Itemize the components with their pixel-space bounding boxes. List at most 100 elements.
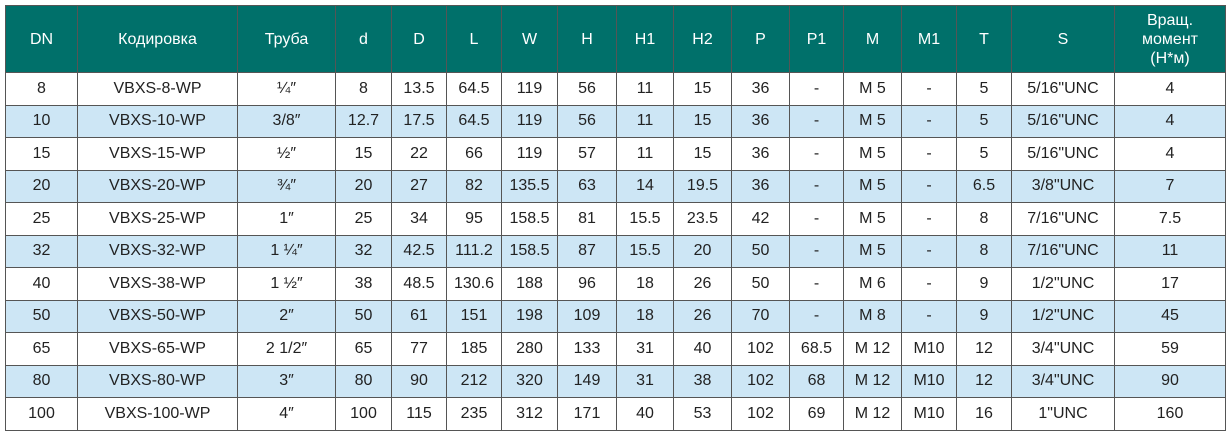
table-cell: 36: [731, 72, 790, 106]
table-cell: 40: [673, 332, 732, 366]
table-cell: 1 ¼″: [237, 234, 336, 268]
table-cell: 17: [1114, 267, 1226, 301]
table-cell: VBXS-25-WP: [77, 202, 238, 236]
table-cell: 26: [673, 267, 732, 301]
column-header: Кодировка: [77, 5, 238, 73]
table-cell: VBXS-10-WP: [77, 104, 238, 138]
table-cell: 40: [5, 267, 78, 301]
table-cell: M 5: [843, 137, 902, 171]
table-cell: VBXS-38-WP: [77, 267, 238, 301]
table-cell: 12: [956, 364, 1012, 398]
table-cell: 1/2"UNC: [1011, 299, 1115, 333]
table-cell: 119: [501, 72, 558, 106]
table-cell: M 5: [843, 104, 902, 138]
table-cell: 50: [5, 299, 78, 333]
column-header: M1: [901, 5, 957, 73]
spec-table: DN Кодировка Труба d D L W H H1 H2 P P1 M M1 T S Вращ. м…: [5, 5, 1226, 431]
table-cell: 188: [501, 267, 558, 301]
table-cell: 95: [446, 202, 502, 236]
table-cell: 11: [616, 104, 674, 138]
table-cell: 61: [391, 299, 447, 333]
column-header: L: [446, 5, 502, 73]
table-cell: 42.5: [391, 234, 447, 268]
table-cell: 15: [5, 137, 78, 171]
table-cell: 27: [391, 169, 447, 203]
header-row: DN Кодировка Труба d D L W H H1 H2 P P1 M M1 T S Вращ. м…: [5, 5, 1226, 73]
table-cell: 77: [391, 332, 447, 366]
table-cell: 4″: [237, 397, 336, 431]
table-row: 65 VBXS-65-WP 2 1/2″ 65 77 185 280 133 31 40 102 68…: [5, 332, 1226, 366]
table-row: 100 VBXS-100-WP 4″ 100 115 235 312 171 40 53 102 69…: [5, 397, 1226, 431]
table-cell: 7/16"UNC: [1011, 202, 1115, 236]
table-cell: 5: [956, 137, 1012, 171]
table-cell: -: [789, 104, 844, 138]
table-cell: 56: [557, 104, 617, 138]
table-cell: 34: [391, 202, 447, 236]
table-cell: 7.5: [1114, 202, 1226, 236]
table-cell: 158.5: [501, 202, 558, 236]
table-cell: M 12: [843, 397, 902, 431]
table-cell: 38: [335, 267, 392, 301]
table-cell: M 5: [843, 72, 902, 106]
table-cell: 12: [956, 332, 1012, 366]
table-cell: -: [901, 72, 957, 106]
column-header: S: [1011, 5, 1115, 73]
table-cell: VBXS-8-WP: [77, 72, 238, 106]
table-cell: 15: [673, 104, 732, 138]
table-cell: M10: [901, 397, 957, 431]
table-cell: 11: [616, 72, 674, 106]
column-header: P1: [789, 5, 844, 73]
table-cell: 25: [335, 202, 392, 236]
table-cell: 4: [1114, 72, 1226, 106]
table-cell: 102: [731, 364, 790, 398]
table-cell: 69: [789, 397, 844, 431]
table-cell: 11: [616, 137, 674, 171]
table-cell: -: [901, 137, 957, 171]
table-row: 10 VBXS-10-WP 3/8″ 12.7 17.5 64.5 119 56 11 15 36-…: [5, 104, 1226, 138]
table-cell: -: [901, 267, 957, 301]
table-cell: M 6: [843, 267, 902, 301]
table-cell: 64.5: [446, 104, 502, 138]
table-cell: -: [901, 234, 957, 268]
table-cell: 130.6: [446, 267, 502, 301]
table-cell: M 5: [843, 202, 902, 236]
table-cell: 15: [673, 137, 732, 171]
table-cell: -: [789, 234, 844, 268]
table-cell: 9: [956, 267, 1012, 301]
table-cell: M 12: [843, 332, 902, 366]
table-row: 32 VBXS-32-WP 1 ¼″ 32 42.5 111.2 158.5 87 15.5 20…: [5, 234, 1226, 268]
table-cell: 198: [501, 299, 558, 333]
table-cell: 48.5: [391, 267, 447, 301]
table-cell: 15.5: [616, 234, 674, 268]
table-cell: 102: [731, 332, 790, 366]
table-cell: 5/16"UNC: [1011, 72, 1115, 106]
column-header: H1: [616, 5, 674, 73]
column-header: W: [501, 5, 558, 73]
table-cell: 235: [446, 397, 502, 431]
table-cell: 16: [956, 397, 1012, 431]
table-cell: 40: [616, 397, 674, 431]
table-cell: 64.5: [446, 72, 502, 106]
table-cell: 96: [557, 267, 617, 301]
table-cell: 149: [557, 364, 617, 398]
table-cell: 31: [616, 332, 674, 366]
table-cell: 32: [5, 234, 78, 268]
table-cell: 90: [1114, 364, 1226, 398]
column-header: Вращ. момент (Н*м): [1114, 5, 1226, 73]
table-cell: 20: [5, 169, 78, 203]
table-cell: VBXS-65-WP: [77, 332, 238, 366]
table-cell: ¾″: [237, 169, 336, 203]
table-cell: 3/8"UNC: [1011, 169, 1115, 203]
table-cell: 11: [1114, 234, 1226, 268]
table-cell: VBXS-80-WP: [77, 364, 238, 398]
table-cell: 20: [673, 234, 732, 268]
table-cell: 82: [446, 169, 502, 203]
table-cell: 19.5: [673, 169, 732, 203]
table-cell: 80: [5, 364, 78, 398]
column-header: T: [956, 5, 1012, 73]
table-cell: -: [789, 137, 844, 171]
table-cell: 68.5: [789, 332, 844, 366]
column-header: Труба: [237, 5, 336, 73]
table-cell: 3/4"UNC: [1011, 332, 1115, 366]
